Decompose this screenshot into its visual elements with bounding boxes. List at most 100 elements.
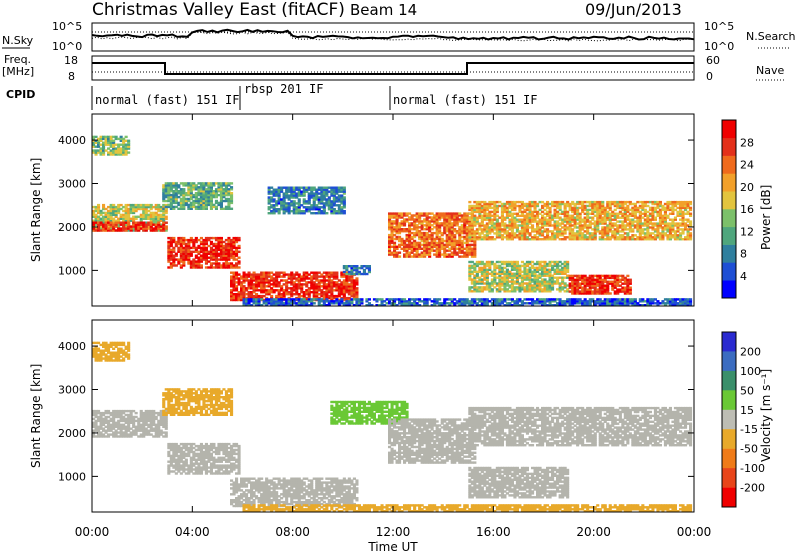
data-cell: [488, 284, 492, 287]
data-cell: [398, 226, 402, 229]
data-cell: [528, 282, 532, 285]
data-cell: [671, 230, 675, 233]
data-cell: [340, 190, 344, 193]
data-cell: [483, 288, 487, 291]
data-cell: [470, 238, 474, 241]
data-cell: [423, 212, 427, 215]
data-cell: [252, 273, 256, 276]
data-cell: [596, 224, 600, 227]
data-cell: [500, 238, 504, 241]
data-cell: [543, 280, 547, 283]
data-cell: [546, 230, 550, 233]
data-cell: [282, 194, 286, 197]
data-cell: [147, 223, 151, 226]
data-cell: [596, 202, 600, 206]
data-cell: [265, 271, 269, 274]
data-cell: [500, 288, 504, 291]
noise-left-label: N.Sky: [2, 34, 34, 47]
data-cell: [425, 237, 429, 241]
data-cell: [513, 232, 517, 235]
data-cell: [493, 272, 497, 275]
data-cell: [167, 203, 171, 207]
data-cell: [247, 298, 251, 301]
data-cell: [578, 282, 582, 285]
data-cell: [493, 238, 497, 241]
data-cell: [290, 289, 294, 292]
data-cell: [300, 285, 304, 288]
data-cell: [342, 298, 346, 302]
data-cell: [204, 207, 208, 210]
data-cell: [97, 143, 101, 146]
data-cell: [300, 294, 304, 298]
data-cell: [342, 206, 346, 209]
data-cell: [245, 296, 249, 300]
data-cell: [302, 271, 306, 274]
data-cell: [335, 275, 339, 278]
data-cell: [558, 286, 562, 289]
data-cell: [337, 204, 341, 207]
data-cell: [202, 252, 206, 255]
data-cell: [646, 214, 650, 217]
data-cell: [445, 218, 449, 221]
data-cell: [531, 230, 535, 233]
data-cell: [92, 141, 96, 144]
data-cell: [435, 251, 439, 254]
data-cell: [415, 214, 419, 217]
data-cell: [297, 293, 301, 296]
data-cell: [618, 238, 622, 241]
data-cell: [603, 278, 607, 281]
data-cell: [400, 230, 404, 233]
data-cell: [277, 188, 281, 191]
data-cell: [209, 240, 213, 244]
data-cell: [445, 253, 449, 256]
data-cell: [232, 244, 236, 248]
data-cell: [596, 292, 600, 295]
data-cell: [601, 228, 605, 231]
data-cell: [543, 268, 547, 271]
data-cell: [297, 296, 301, 300]
data-cell: [277, 194, 281, 197]
data-cell: [320, 188, 324, 191]
data-cell: [473, 284, 477, 287]
data-cell: [297, 190, 301, 193]
data-cell: [583, 216, 587, 219]
data-cell: [403, 222, 407, 225]
data-cell: [443, 224, 447, 227]
data-cell: [480, 282, 484, 285]
data-cell: [132, 221, 136, 224]
data-cell: [448, 220, 452, 223]
data-cell: [468, 238, 472, 241]
data-cell: [668, 232, 672, 235]
data-cell: [505, 278, 509, 281]
data-cell: [337, 200, 341, 203]
data-cell: [551, 238, 555, 241]
data-cell: [415, 255, 419, 258]
data-cell: [242, 296, 246, 300]
data-cell: [267, 271, 271, 274]
data-cell: [593, 234, 597, 237]
data-cell: [112, 153, 116, 156]
data-cell: [478, 204, 482, 208]
data-cell: [450, 214, 454, 217]
data-cell: [541, 220, 545, 223]
data-cell: [453, 220, 457, 223]
data-cell: [164, 229, 168, 232]
data-cell: [679, 212, 683, 215]
data-cell: [528, 218, 532, 221]
data-cell: [658, 226, 662, 229]
data-cell: [638, 224, 642, 227]
data-cell: [310, 208, 314, 211]
data-cell: [603, 238, 607, 241]
data-cell: [638, 232, 642, 235]
data-cell: [237, 262, 241, 265]
data-cell: [327, 294, 331, 298]
data-cell: [240, 293, 244, 296]
data-cell: [465, 218, 469, 221]
data-cell: [232, 258, 236, 261]
data-cell: [272, 190, 276, 193]
data-cell: [561, 234, 565, 237]
data-cell: [137, 205, 141, 209]
data-cell: [596, 216, 600, 219]
data-cell: [458, 218, 462, 221]
data-cell: [257, 277, 261, 280]
